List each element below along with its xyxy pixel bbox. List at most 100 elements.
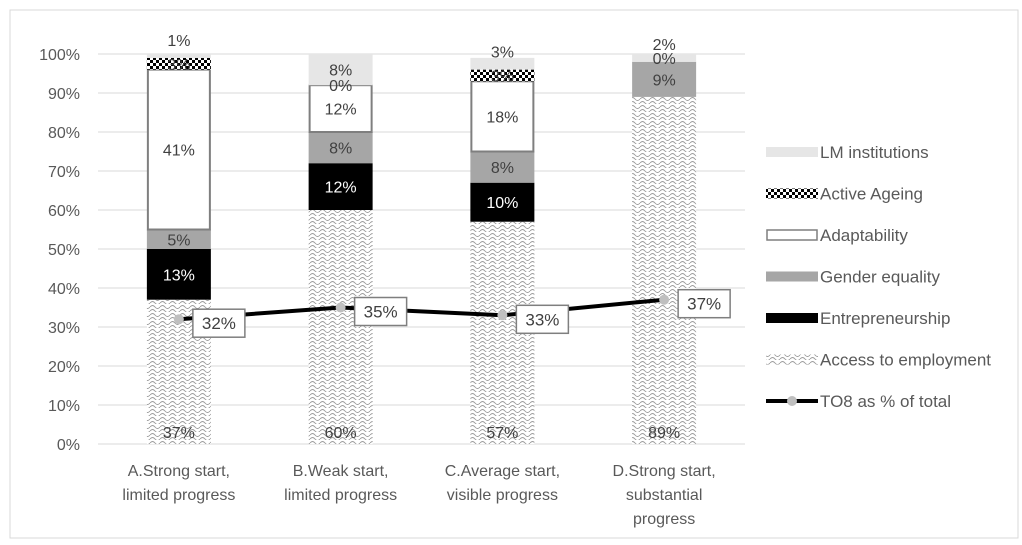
legend-item: Entrepreneurship (766, 309, 950, 328)
y-tick-label: 0% (57, 437, 80, 454)
bar-segment-gender (470, 151, 535, 183)
data-label-access: 60% (325, 425, 357, 442)
bar-segment-access (308, 210, 373, 444)
to8-label-box (677, 288, 731, 319)
to8-marker (659, 294, 670, 305)
x-category-label: C.Average start, (445, 463, 560, 480)
data-label-access: 57% (486, 425, 518, 442)
legend-label: Adaptability (820, 226, 908, 245)
data-label-ageing: 0% (329, 78, 352, 95)
to8-marker (335, 302, 346, 313)
y-tick-label: 80% (48, 125, 80, 142)
x-category-label: limited progress (284, 487, 397, 504)
to8-label-box (353, 296, 408, 327)
data-label-adapt: 12% (325, 102, 357, 119)
legend-item: TO8 as % of total (766, 392, 951, 411)
bar-segment-adapt (470, 80, 535, 153)
x-category-label: D.Strong start, (613, 463, 716, 480)
legend-item: Gender equality (766, 268, 941, 287)
legend-swatch (766, 188, 818, 199)
y-tick-label: 60% (48, 203, 80, 220)
data-label-access: 37% (163, 425, 195, 442)
legend-label: Access to employment (820, 351, 991, 370)
legend-swatch (766, 147, 818, 157)
legend-label: TO8 as % of total (820, 392, 951, 411)
bar-segment-entre (308, 163, 373, 210)
x-category-label: limited progress (122, 487, 235, 504)
data-label-adapt: 18% (486, 109, 518, 126)
legend-label: LM institutions (820, 143, 929, 162)
x-category-label: B.Weak start, (293, 463, 389, 480)
data-label-gender: 8% (491, 160, 514, 177)
y-tick-label: 40% (48, 281, 80, 298)
bar-segment-entre (470, 182, 535, 222)
x-axis-category-labels: A.Strong start, limited progress B.Weak st… (122, 463, 715, 528)
legend-swatch (766, 229, 818, 241)
bar-segment-entre (146, 249, 211, 300)
data-label-adapt: 41% (163, 143, 195, 160)
legend-label: Active Ageing (820, 185, 923, 204)
legend-swatch-marker (787, 396, 797, 406)
data-label-entre: 12% (325, 180, 357, 197)
legend-swatch (766, 271, 818, 282)
bar-segment-lm (470, 57, 535, 70)
bar-segment-adapt (146, 68, 211, 231)
y-tick-label: 10% (48, 398, 80, 415)
data-label-adapt: 0% (653, 51, 676, 68)
y-tick-label: 20% (48, 359, 80, 376)
bar-segment-access (632, 96, 697, 445)
x-category-label: progress (633, 511, 695, 528)
to8-label-box (192, 308, 246, 338)
to8-data-label: 37% (687, 295, 721, 314)
y-tick-label: 50% (48, 242, 80, 259)
legend-item: Access to employment (766, 351, 991, 370)
y-axis-tick-labels: 0% 10% 20% 30% 40% 50% 60% 70% 80% 90% 100% (39, 47, 80, 454)
to8-line (178, 297, 665, 322)
data-label-lm: 1% (167, 33, 190, 50)
y-tick-label: 70% (48, 164, 80, 181)
x-category-label: substantial (626, 487, 703, 504)
legend-item: LM institutions (766, 143, 929, 162)
y-tick-label: 100% (39, 47, 80, 64)
data-label-access: 89% (648, 425, 680, 442)
bar-segment-lm (632, 54, 697, 62)
data-label-ageing: 3% (167, 57, 190, 74)
x-category-label: A.Strong start, (128, 463, 230, 480)
y-tick-label: 90% (48, 86, 80, 103)
data-label-ageing: 3% (491, 68, 514, 85)
legend-swatch (766, 313, 818, 323)
data-label-entre: 13% (163, 267, 195, 284)
legend-label: Entrepreneurship (820, 309, 950, 328)
chart-frame (9, 9, 1019, 539)
bar-segment-ageing (470, 69, 535, 82)
bar-segment-lm (146, 54, 211, 58)
bar-segment-gender (146, 229, 211, 249)
bar-segment-ageing (146, 57, 211, 70)
legend-label: Gender equality (820, 268, 941, 287)
to8-marker (173, 314, 184, 325)
legend-item: Adaptability (766, 226, 908, 245)
data-label-lm: 2% (653, 37, 676, 54)
bar-segment-gender (632, 61, 697, 97)
bars: 37%13%5%41%3%1%60%12%8%12%0%8%57%10%8%18… (146, 33, 697, 445)
bar-segment-lm (308, 54, 373, 86)
legend-swatch (766, 354, 818, 365)
y-tick-label: 30% (48, 320, 80, 337)
data-label-lm: 8% (329, 63, 352, 80)
bar-segment-gender (308, 132, 373, 164)
to8-data-label: 33% (525, 310, 559, 329)
to8-marker (497, 310, 508, 321)
data-label-gender: 9% (653, 72, 676, 89)
to8-line-series: 32% 35% 33% 37% (173, 288, 731, 338)
legend: LM institutions Active Ageing Adaptability… (766, 143, 991, 411)
to8-data-label: 35% (364, 303, 398, 322)
legend-item: Active Ageing (766, 185, 923, 204)
data-label-lm: 3% (491, 45, 514, 62)
data-label-entre: 10% (486, 195, 518, 212)
x-category-label: visible progress (447, 487, 558, 504)
data-label-gender: 5% (167, 232, 190, 249)
data-label-gender: 8% (329, 141, 352, 158)
to8-label-box (515, 304, 570, 335)
